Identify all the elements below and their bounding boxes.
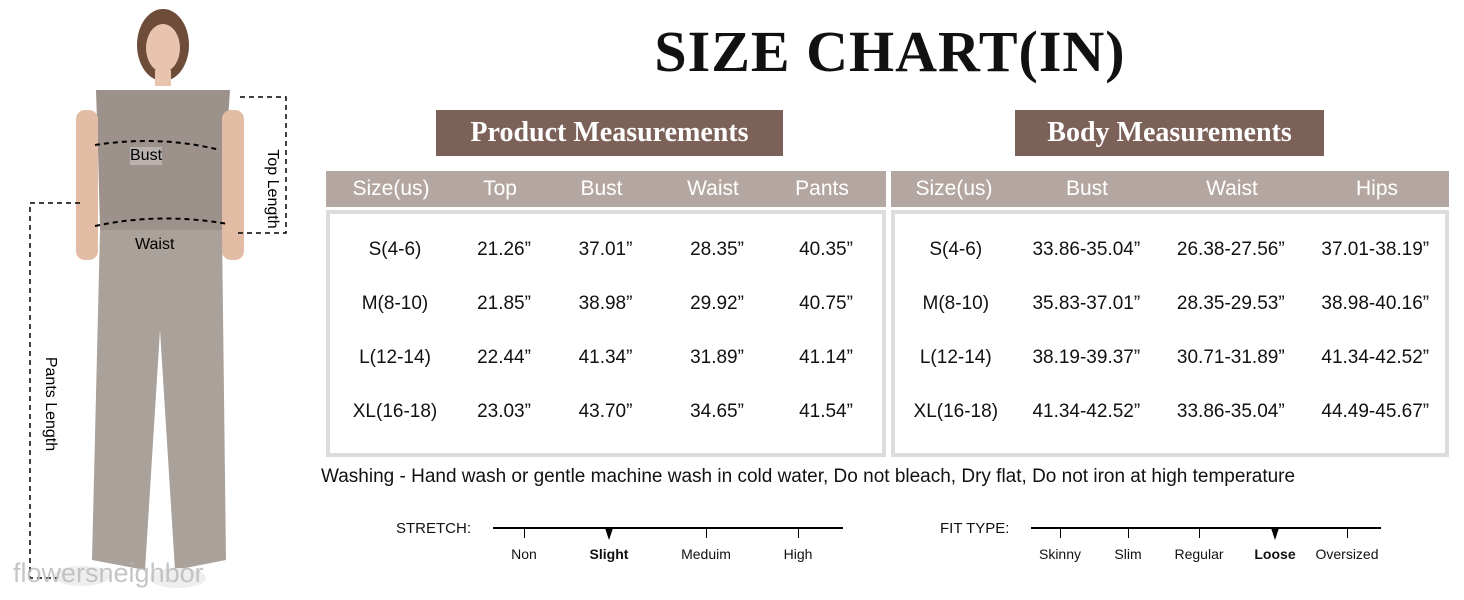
table-cell: 28.35”	[690, 239, 744, 260]
table-cell: XL(16-18)	[352, 401, 438, 422]
model-figure	[29, 9, 287, 588]
table-cell: 28.35-29.53”	[1176, 293, 1285, 314]
table-cell: 37.01”	[578, 239, 633, 260]
table-cell: 41.34-42.52”	[1032, 401, 1141, 422]
scale-option: Slim	[1114, 546, 1142, 562]
watermark: flowersneighbor	[13, 558, 204, 588]
table-row: XL(16-18) 23.03” 43.70” 34.65” 41.54”	[330, 385, 882, 439]
col-header: Top	[483, 177, 517, 200]
table-cell: 38.98-40.16”	[1321, 293, 1430, 314]
scale-option: Loose	[1254, 546, 1296, 562]
table-cell: 41.34-42.52”	[1321, 347, 1430, 368]
table-cell: 38.19-39.37”	[1032, 347, 1141, 368]
fit-scale	[1031, 527, 1381, 529]
selected-marker-icon	[1271, 528, 1279, 540]
table-row: M(8-10) 35.83-37.01” 28.35-29.53” 38.98-40.…	[895, 277, 1445, 331]
stretch-scale	[493, 527, 843, 529]
col-header: Pants	[795, 177, 849, 200]
product-table: S(4-6) 21.26” 37.01” 28.35” 40.35” M(8-10) 21.…	[326, 210, 886, 457]
table-cell: 40.35”	[799, 239, 853, 260]
scale-option: Slight	[589, 546, 629, 562]
washing-instructions: Washing - Hand wash or gentle machine wa…	[321, 466, 1296, 487]
col-header: Bust	[1065, 177, 1109, 200]
scale-tick	[1347, 528, 1348, 538]
table-row: S(4-6) 21.26” 37.01” 28.35” 40.35”	[330, 223, 882, 277]
col-header: Size(us)	[352, 177, 430, 200]
table-cell: 30.71-31.89”	[1176, 347, 1285, 368]
col-header: Size(us)	[915, 177, 993, 200]
table-cell: 33.86-35.04”	[1176, 401, 1285, 422]
table-cell: M(8-10)	[922, 293, 990, 314]
scale-tick	[798, 528, 799, 538]
table-cell: L(12-14)	[359, 347, 431, 368]
table-cell: S(4-6)	[368, 239, 422, 260]
selected-marker-icon	[605, 528, 613, 540]
table-cell: 23.03”	[477, 401, 531, 422]
table-cell: 41.34”	[578, 347, 633, 368]
scale-tick	[1199, 528, 1200, 538]
scale-tick	[1128, 528, 1129, 538]
scale-tick	[524, 528, 525, 538]
table-cell: XL(16-18)	[913, 401, 999, 422]
table-cell: 22.44”	[477, 347, 531, 368]
fit-label: FIT TYPE:	[940, 520, 1010, 537]
scale-option: Regular	[1174, 546, 1224, 562]
table-cell: 35.83-37.01”	[1032, 293, 1141, 314]
page-title: SIZE CHART(IN)	[654, 19, 1126, 84]
scale-option: Meduim	[681, 546, 731, 562]
table-cell: 41.14”	[799, 347, 853, 368]
col-header: Bust	[580, 177, 623, 200]
scale-option: Skinny	[1038, 546, 1082, 562]
table-cell: 44.49-45.67”	[1321, 401, 1430, 422]
body-header: Size(us) Bust Waist Hips	[891, 171, 1449, 207]
scale-tick	[706, 528, 707, 538]
table-row: L(12-14) 38.19-39.37” 30.71-31.89” 41.34-42…	[895, 331, 1445, 385]
bust-label: Bust	[130, 147, 163, 165]
table-cell: 21.85”	[477, 293, 531, 314]
table-cell: 43.70”	[578, 401, 633, 422]
col-header: Hips	[1355, 177, 1398, 200]
body-title: Body Measurements	[1015, 110, 1324, 156]
table-cell: L(12-14)	[919, 347, 992, 368]
table-cell: 26.38-27.56”	[1176, 239, 1285, 260]
stretch-label: STRETCH:	[396, 520, 471, 537]
scale-option: Oversized	[1315, 546, 1379, 562]
table-cell: 34.65”	[690, 401, 744, 422]
col-header: Waist	[687, 177, 739, 200]
table-cell: 21.26”	[477, 239, 531, 260]
product-header: Size(us) Top Bust Waist Pants	[326, 171, 886, 207]
table-row: XL(16-18) 41.34-42.52” 33.86-35.04” 44.49-4…	[895, 385, 1445, 439]
table-cell: 41.54”	[799, 401, 853, 422]
table-cell: M(8-10)	[361, 293, 429, 314]
waist-label: Waist	[135, 236, 175, 253]
table-row: S(4-6) 33.86-35.04” 26.38-27.56” 37.01-38.1…	[895, 223, 1445, 277]
table-cell: 31.89”	[690, 347, 744, 368]
col-header: Waist	[1206, 177, 1258, 200]
table-cell: 38.98”	[578, 293, 633, 314]
top-length-label: Top Length	[264, 149, 281, 229]
table-cell: 33.86-35.04”	[1032, 239, 1141, 260]
table-row: L(12-14) 22.44” 41.34” 31.89” 41.14”	[330, 331, 882, 385]
scale-tick	[1060, 528, 1061, 538]
scale-option: High	[783, 546, 813, 562]
table-cell: S(4-6)	[929, 239, 983, 260]
table-row: M(8-10) 21.85” 38.98” 29.92” 40.75”	[330, 277, 882, 331]
table-cell: 29.92”	[690, 293, 744, 314]
table-cell: 37.01-38.19”	[1321, 239, 1430, 260]
scale-option: Non	[511, 546, 537, 562]
product-title: Product Measurements	[436, 110, 783, 156]
table-cell: 40.75”	[799, 293, 853, 314]
pants-length-label: Pants Length	[42, 356, 59, 452]
body-table: S(4-6) 33.86-35.04” 26.38-27.56” 37.01-38.1…	[891, 210, 1449, 457]
